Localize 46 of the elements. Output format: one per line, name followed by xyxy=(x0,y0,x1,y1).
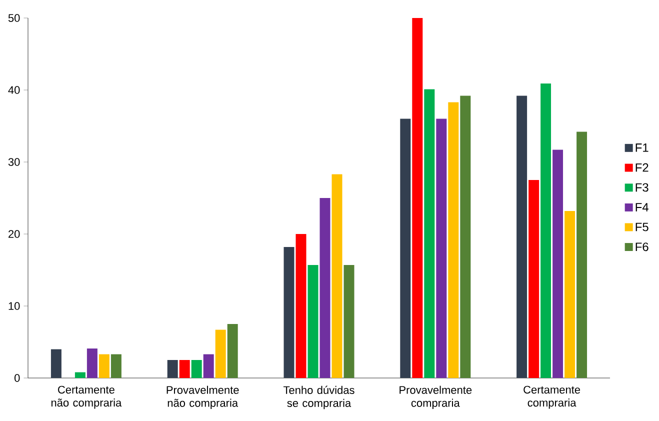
legend-label: F6 xyxy=(636,242,648,252)
y-tick-label: 30 xyxy=(8,158,20,166)
y-tick-label: 20 xyxy=(8,230,20,238)
bar xyxy=(296,234,306,378)
bar xyxy=(50,349,62,378)
bar xyxy=(110,354,122,378)
bar xyxy=(86,348,98,378)
x-tick-label: Certamente não compraria xyxy=(51,386,122,409)
bar xyxy=(552,150,564,378)
bar xyxy=(203,354,214,378)
bar xyxy=(74,372,86,378)
bar xyxy=(284,246,294,378)
bar xyxy=(227,324,238,378)
bar xyxy=(424,89,435,378)
bar xyxy=(191,360,202,378)
x-tick-label: Tenho dúvidas se compraria xyxy=(283,386,354,410)
x-tick-label: Provavelmente compraria xyxy=(400,386,472,410)
legend-label: F3 xyxy=(636,183,648,192)
bar xyxy=(460,96,471,378)
bar xyxy=(540,84,552,378)
bar xyxy=(344,264,354,378)
x-tick-label: Provavelmente não compraria xyxy=(166,386,239,410)
bar xyxy=(308,264,318,378)
bar xyxy=(332,174,342,378)
bar xyxy=(215,330,226,378)
y-tick-label: 0 xyxy=(14,374,20,382)
bar xyxy=(400,118,411,378)
legend-label: F2 xyxy=(636,163,648,172)
y-tick-label: 40 xyxy=(8,86,20,94)
bar xyxy=(436,118,447,378)
bar xyxy=(320,198,330,378)
y-tick-label: 10 xyxy=(8,302,20,310)
bar xyxy=(98,354,110,378)
bar xyxy=(528,180,540,378)
bar xyxy=(576,132,588,378)
bar xyxy=(516,96,528,378)
x-tick-label: Certamente compraria xyxy=(524,386,580,409)
legend-label: F5 xyxy=(636,222,648,232)
bar xyxy=(448,102,459,378)
bar xyxy=(564,210,576,378)
bar xyxy=(412,18,423,378)
legend-label: F4 xyxy=(636,203,648,212)
bar xyxy=(179,360,190,378)
bar xyxy=(167,360,178,378)
legend-label: F1 xyxy=(636,144,648,152)
y-tick-label: 50 xyxy=(8,14,20,22)
